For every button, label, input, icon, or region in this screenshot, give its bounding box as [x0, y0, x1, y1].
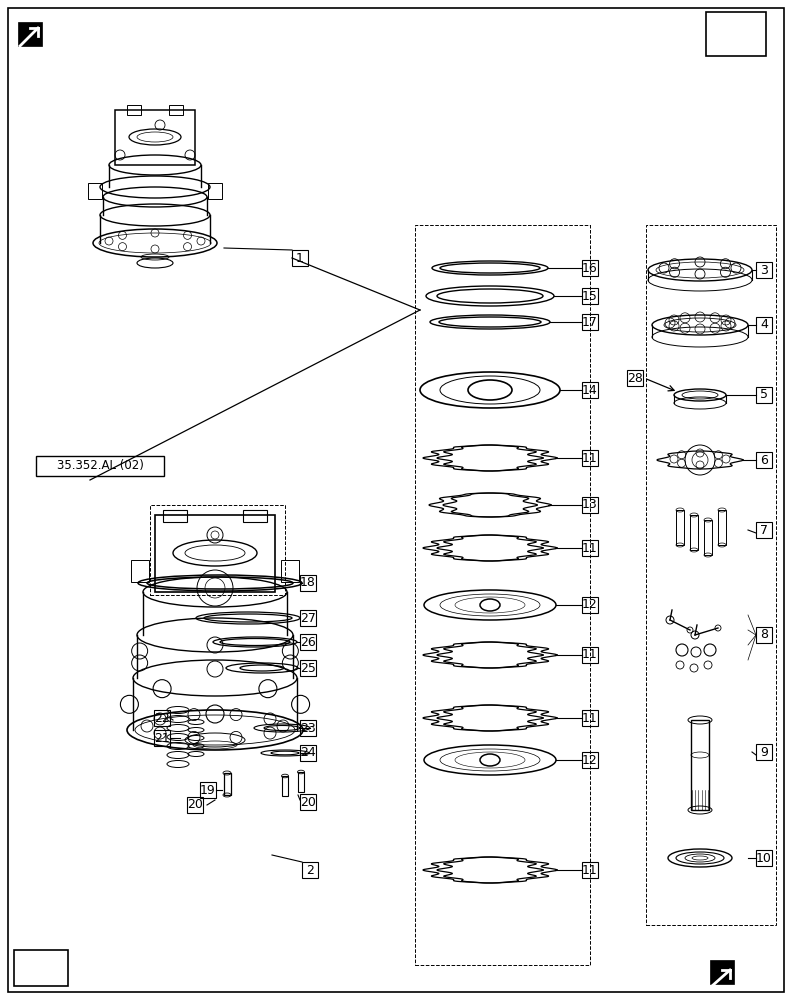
Bar — [187, 797, 203, 813]
Bar — [163, 510, 187, 522]
Bar — [155, 515, 275, 592]
Bar — [582, 497, 598, 513]
Bar — [690, 515, 698, 550]
Bar — [718, 510, 726, 545]
Text: 6: 6 — [760, 454, 768, 466]
Bar — [691, 720, 709, 810]
Text: 26: 26 — [300, 636, 316, 648]
Bar — [756, 522, 772, 538]
Bar — [243, 510, 267, 522]
Text: 14: 14 — [582, 383, 598, 396]
Bar — [646, 225, 776, 925]
Text: 17: 17 — [582, 316, 598, 328]
Bar — [224, 773, 231, 795]
Bar — [415, 225, 590, 965]
Text: 10: 10 — [756, 852, 772, 864]
Bar — [710, 960, 734, 984]
Bar — [208, 183, 222, 199]
Text: 11: 11 — [582, 648, 598, 662]
Bar — [300, 720, 316, 736]
Bar — [154, 730, 170, 746]
Text: 9: 9 — [760, 746, 768, 758]
Bar — [88, 183, 102, 199]
Text: 23: 23 — [300, 722, 316, 734]
Text: 19: 19 — [200, 784, 216, 796]
Bar — [756, 387, 772, 403]
Text: 25: 25 — [300, 662, 316, 674]
Bar — [704, 520, 712, 555]
Bar — [154, 710, 170, 726]
Bar — [756, 744, 772, 760]
Bar — [756, 850, 772, 866]
Text: 5: 5 — [760, 388, 768, 401]
Bar — [292, 250, 308, 266]
Text: 11: 11 — [582, 863, 598, 876]
Text: 7: 7 — [760, 524, 768, 536]
Text: 35.352.AL (02): 35.352.AL (02) — [56, 460, 143, 473]
Bar — [582, 382, 598, 398]
Bar — [582, 597, 598, 613]
Text: 3: 3 — [760, 263, 768, 276]
Bar — [281, 560, 299, 582]
Bar — [582, 710, 598, 726]
Text: 15: 15 — [582, 290, 598, 302]
Text: 4: 4 — [760, 318, 768, 332]
Bar — [756, 627, 772, 643]
Bar — [582, 260, 598, 276]
Bar — [300, 794, 316, 810]
Text: 8: 8 — [760, 629, 768, 642]
Bar — [300, 634, 316, 650]
Text: 28: 28 — [627, 371, 643, 384]
Bar — [300, 610, 316, 626]
Text: 11: 11 — [582, 542, 598, 554]
Bar — [302, 862, 318, 878]
Text: 21: 21 — [154, 732, 169, 744]
Text: 13: 13 — [582, 498, 598, 512]
Bar — [150, 505, 285, 595]
Bar — [282, 776, 288, 796]
Polygon shape — [14, 950, 68, 986]
Text: 27: 27 — [300, 611, 316, 624]
Bar — [582, 288, 598, 304]
Bar — [300, 575, 316, 591]
Bar — [300, 745, 316, 761]
Text: 16: 16 — [582, 261, 598, 274]
Bar — [582, 647, 598, 663]
Polygon shape — [706, 12, 766, 56]
Bar — [200, 782, 216, 798]
Bar — [627, 370, 643, 386]
Bar — [127, 105, 141, 115]
Bar — [298, 772, 304, 792]
Bar — [676, 510, 684, 545]
Text: 22: 22 — [154, 712, 169, 724]
Bar — [582, 450, 598, 466]
Text: 12: 12 — [582, 598, 598, 611]
Text: 18: 18 — [300, 576, 316, 589]
Text: 2: 2 — [306, 863, 314, 876]
Bar — [115, 110, 195, 165]
Text: 11: 11 — [582, 712, 598, 724]
Bar — [582, 862, 598, 878]
Text: 20: 20 — [187, 798, 203, 812]
Text: 1: 1 — [296, 251, 304, 264]
Bar — [756, 317, 772, 333]
Bar — [131, 560, 149, 582]
Bar — [300, 660, 316, 676]
Bar — [582, 540, 598, 556]
Bar — [169, 105, 183, 115]
Text: 11: 11 — [582, 452, 598, 464]
Bar — [756, 262, 772, 278]
Bar — [18, 22, 42, 46]
Bar — [582, 314, 598, 330]
Text: 24: 24 — [300, 746, 316, 760]
Bar — [36, 456, 164, 476]
Text: 20: 20 — [300, 796, 316, 808]
Text: 12: 12 — [582, 754, 598, 766]
Bar — [582, 752, 598, 768]
Bar — [756, 452, 772, 468]
